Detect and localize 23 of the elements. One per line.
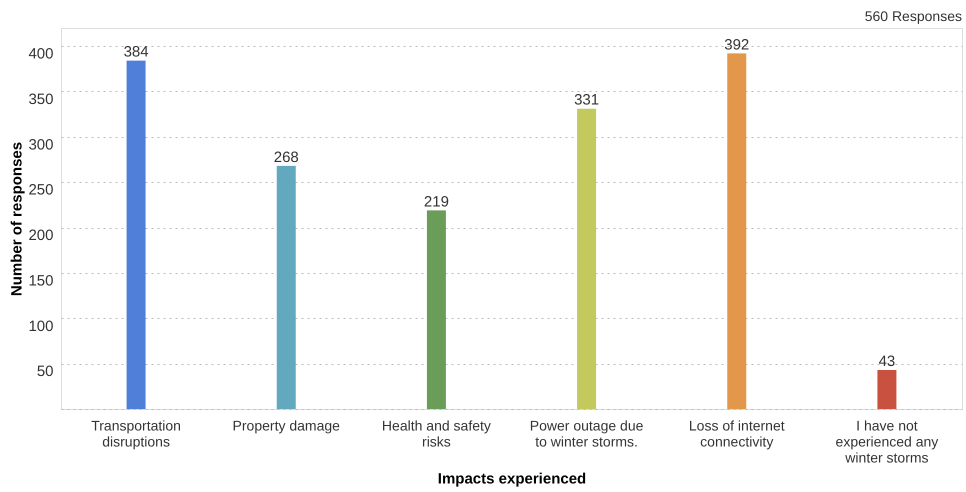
text: 560 Responses xyxy=(864,8,962,24)
data-label: 384 xyxy=(124,44,149,61)
y-tick-label: 250 xyxy=(28,182,54,199)
y-tick-label: 100 xyxy=(28,318,54,335)
y-tick-label: 300 xyxy=(28,136,54,154)
x-tick-label: I have not experienced any winter storms xyxy=(836,418,938,466)
data-label: 43 xyxy=(878,352,896,370)
y-tick-label: 150 xyxy=(28,272,54,290)
y-tick-label: 400 xyxy=(28,46,54,63)
data-label: 331 xyxy=(574,92,600,109)
x-tick-label: Transportation disruptions xyxy=(91,418,181,450)
y-tick-label: 50 xyxy=(36,363,54,380)
y-tick-label: 350 xyxy=(28,91,54,108)
x-axis-title: Impacts experienced xyxy=(438,470,586,488)
data-label: 268 xyxy=(274,148,299,166)
data-label: 219 xyxy=(424,193,449,210)
x-tick-label: Health and safety risks xyxy=(382,418,491,450)
x-tick-label: Loss of internet connectivity xyxy=(688,418,785,450)
y-tick-label: 200 xyxy=(28,227,54,244)
x-tick-label: Power outage due to winter storms. xyxy=(530,418,644,450)
data-label: 392 xyxy=(724,36,750,54)
y-axis-title: Number of responses xyxy=(8,142,26,296)
x-tick-label: Property damage xyxy=(232,418,340,434)
